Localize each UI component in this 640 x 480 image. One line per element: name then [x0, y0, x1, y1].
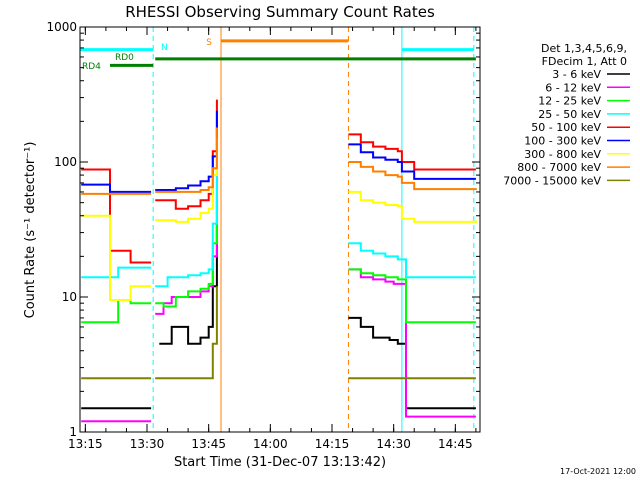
series-line-5-seg-0: [81, 183, 152, 193]
x-tick-label: 14:00: [253, 437, 288, 451]
legend-header-line: FDecim 1, Att 0: [542, 55, 627, 68]
legend-entry-label: 12 - 25 keV: [538, 95, 601, 108]
series-line-3-seg-1: [155, 151, 218, 288]
timestamp-label: 17-Oct-2021 12:00: [560, 467, 636, 476]
plot-frame: [79, 26, 481, 433]
legend-entry-label: 100 - 300 keV: [524, 135, 601, 148]
series-line-2-seg-2: [348, 268, 476, 324]
legend-header-line: Det 1,3,4,5,6,9,: [541, 42, 627, 55]
series-line-3-seg-2: [348, 242, 476, 279]
flag-label-rd4: RD4: [82, 62, 101, 72]
data-series-group: [81, 99, 477, 423]
y-tick-label: 1000: [46, 20, 77, 34]
legend-entry-label: 6 - 12 keV: [545, 81, 601, 94]
flag-label-rd0: RD0: [115, 53, 134, 63]
legend-entry-label: 300 - 800 keV: [524, 148, 601, 161]
series-line-6-seg-0: [81, 214, 152, 301]
series-line-5-seg-2: [348, 143, 476, 180]
y-axis-label: Count Rate (s⁻¹ detector⁻¹): [23, 142, 38, 319]
series-line-4-seg-2: [348, 133, 476, 171]
x-axis-ticks: 13:15 13:30 13:45 14:00 14:15 14:30 14:45: [68, 27, 477, 451]
x-tick-label: 13:30: [130, 437, 165, 451]
series-line-1-seg-2: [348, 268, 476, 418]
series-line-5-seg-1: [155, 110, 218, 191]
x-tick-label: 14:30: [376, 437, 411, 451]
x-tick-label: 14:15: [315, 437, 350, 451]
series-line-7-seg-1: [155, 127, 218, 193]
series-line-7-seg-2: [348, 161, 477, 191]
series-line-2-seg-0: [81, 299, 152, 324]
series-line-4-seg-0: [81, 168, 152, 264]
x-axis-label: Start Time (31-Dec-07 13:13:42): [174, 455, 386, 470]
legend-entry-label: 7000 - 15000 keV: [503, 174, 601, 187]
legend-entry-label: 25 - 50 keV: [538, 108, 601, 121]
legend-entry-label: 50 - 100 keV: [531, 121, 601, 134]
x-tick-label: 14:45: [438, 437, 473, 451]
legend: Det 1,3,4,5,6,9,FDecim 1, Att 03 - 6 keV…: [503, 42, 630, 187]
series-line-0-seg-2: [348, 316, 476, 410]
y-tick-label: 10: [62, 290, 77, 304]
series-line-8-seg-1: [155, 286, 218, 380]
state-flag-bars: N S RD0 RD4: [80, 38, 476, 72]
legend-entry-label: 800 - 7000 keV: [517, 161, 601, 174]
x-tick-label: 13:45: [191, 437, 226, 451]
instrument-state-lines: [79, 27, 475, 432]
series-line-3-seg-0: [81, 266, 152, 279]
chart-title: RHESSI Observing Summary Count Rates: [125, 3, 435, 21]
y-tick-label: 100: [54, 155, 77, 169]
x-tick-label: 13:15: [68, 437, 103, 451]
flag-label-n: N: [161, 43, 168, 53]
legend-entry-label: 3 - 6 keV: [552, 68, 601, 81]
y-axis-ticks: 1 10 100 1000: [46, 20, 480, 439]
series-line-6-seg-2: [348, 190, 477, 223]
y-tick-label: 1: [69, 425, 77, 439]
flag-label-s: S: [206, 38, 212, 48]
